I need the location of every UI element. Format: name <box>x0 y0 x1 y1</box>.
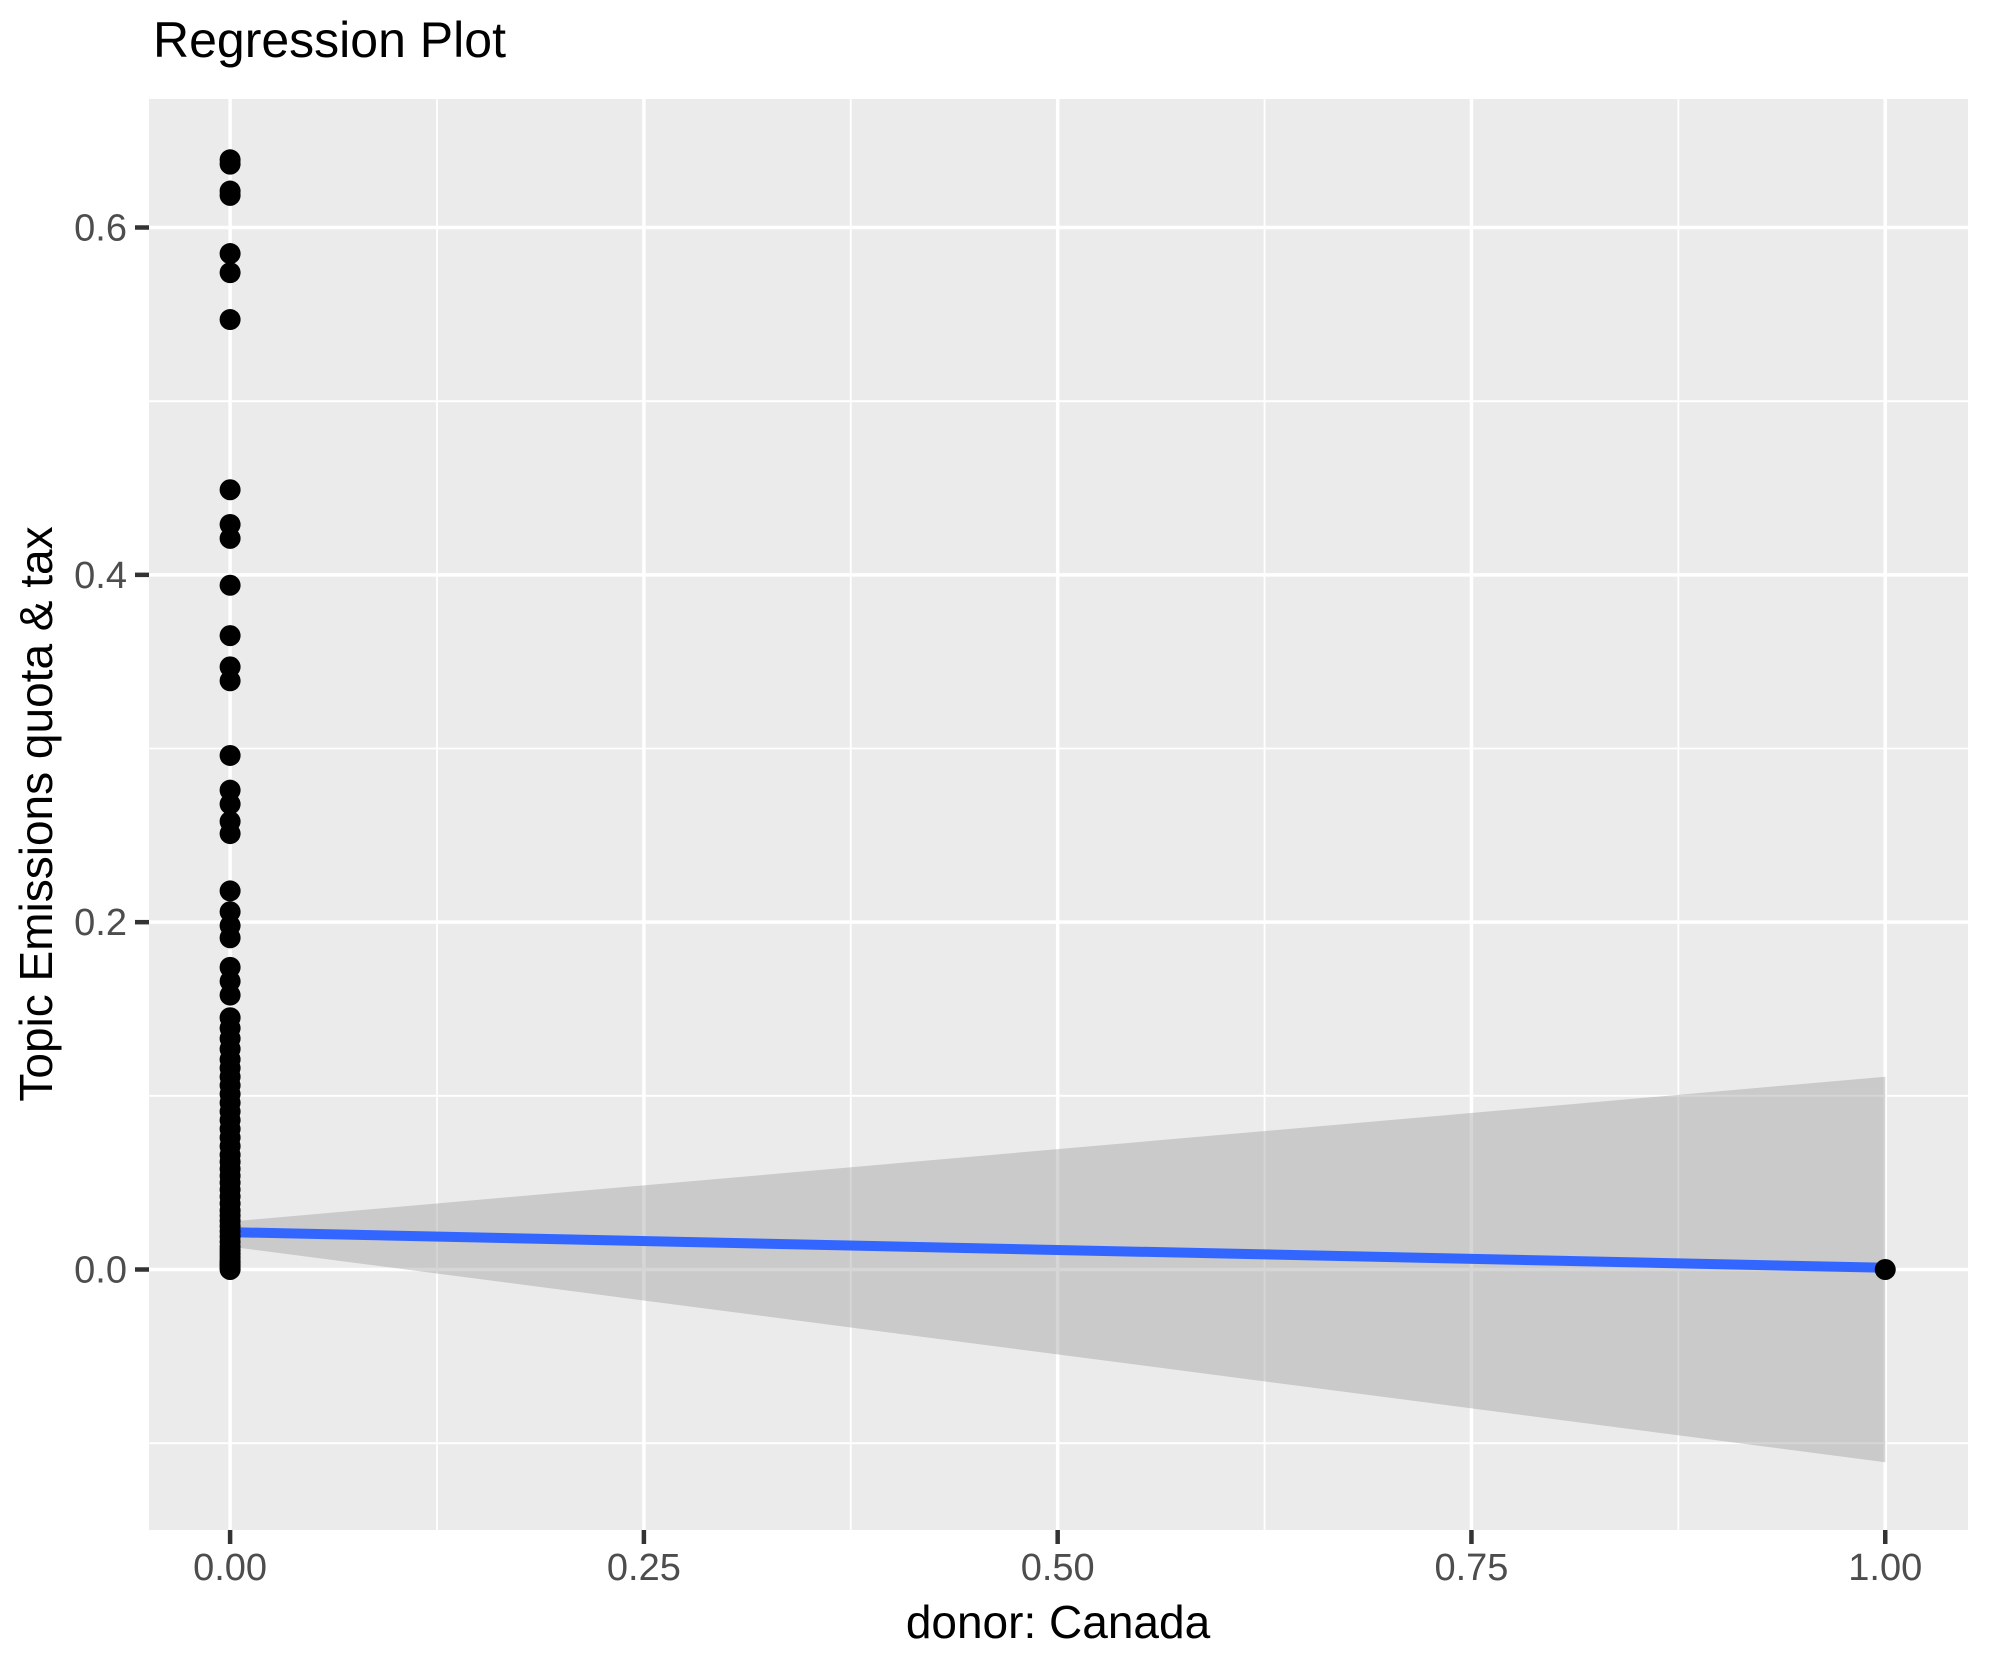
data-point <box>219 984 241 1006</box>
y-axis-title: Topic Emissions quota & tax <box>10 526 62 1101</box>
x-tick-label: 0.25 <box>607 1547 681 1589</box>
y-tick-label: 0.0 <box>74 1250 127 1292</box>
regression-line <box>229 1227 1886 1273</box>
data-point <box>219 153 241 175</box>
axis-tick-labels: 0.00 0.25 0.50 0.75 1.00 0.0 0.2 0.4 0.6 <box>74 208 1922 1589</box>
data-point <box>219 479 241 501</box>
x-tick-label: 1.00 <box>1848 1547 1922 1589</box>
confidence-band-ribbon <box>230 1076 1886 1463</box>
x-axis-title: donor: Canada <box>906 1596 1211 1648</box>
y-tick-label: 0.6 <box>74 208 127 250</box>
data-point <box>219 927 241 949</box>
x-tick-label: 0.50 <box>1021 1547 1095 1589</box>
data-point <box>219 527 241 549</box>
axis-tick-marks <box>135 225 1888 1544</box>
x-tick-label: 0.00 <box>193 1547 267 1589</box>
data-point <box>219 793 241 815</box>
confidence-band <box>230 1076 1886 1463</box>
data-point <box>219 262 241 284</box>
data-point <box>219 243 241 265</box>
data-point <box>219 744 241 766</box>
major-gridlines <box>149 99 1968 1530</box>
chart-title: Regression Plot <box>153 12 506 68</box>
data-point <box>219 670 241 692</box>
y-tick-label: 0.4 <box>74 555 127 597</box>
data-point <box>219 1259 241 1281</box>
data-point <box>219 309 241 331</box>
y-tick-label: 0.2 <box>74 902 127 944</box>
data-point <box>219 625 241 647</box>
data-point <box>219 880 241 902</box>
data-point <box>1874 1259 1896 1281</box>
regression-line-segment <box>229 1227 1886 1273</box>
data-point <box>219 574 241 596</box>
data-point <box>219 823 241 845</box>
data-point <box>219 184 241 206</box>
scatter-points <box>219 149 1896 1281</box>
x-tick-label: 0.75 <box>1434 1547 1508 1589</box>
